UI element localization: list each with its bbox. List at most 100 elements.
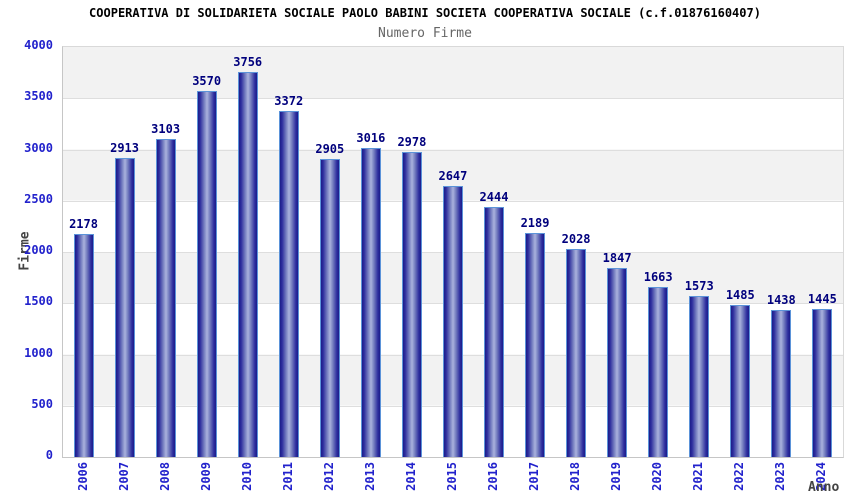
bar-2011[interactable] [278,111,299,457]
bar-2012[interactable] [319,159,340,457]
y-tick-label: 1000 [24,345,53,360]
x-tick-label: 2012 [321,462,336,491]
bar-2023[interactable] [771,309,792,457]
x-tick-label: 2022 [732,462,747,491]
y-tick-label: 2000 [24,243,53,257]
x-tick-cell: 2017 [514,462,555,491]
x-tick-cell: 2014 [390,462,431,491]
x-tick-cell: 2018 [555,462,596,491]
bar-value-label: 2978 [397,134,427,149]
bar-2007[interactable] [114,158,135,457]
y-tick-label: 500 [31,396,53,411]
bar-value-label: 2178 [69,216,98,231]
bar-value-label: 1485 [725,287,755,302]
bar-value-label: 1445 [807,291,837,306]
x-tick-cell: 2010 [226,462,267,491]
bar-group: 1485 [720,47,761,457]
bar-group: 3756 [227,47,268,457]
bar-value-label: 2647 [438,168,468,183]
bar-2015[interactable] [442,185,463,457]
bar-value-label: 1438 [766,292,796,307]
bar-2010[interactable] [237,72,258,457]
x-tick-label: 2016 [485,462,500,491]
bar-value-label: 3103 [151,121,181,136]
bar-2009[interactable] [196,91,217,457]
x-tick-label: 2018 [568,462,583,491]
x-tick-cell: 2023 [760,462,801,491]
bar-group: 2189 [515,47,556,457]
x-tick-label: 2023 [773,462,788,491]
bar-2022[interactable] [730,304,751,457]
x-tick-cell: 2016 [472,462,513,491]
bar-2024[interactable] [812,308,833,457]
x-tick-cell: 2019 [596,462,637,491]
bar-value-label: 2913 [110,141,140,156]
bar-2017[interactable] [525,232,546,457]
bar-group: 2913 [104,47,145,457]
chart-subtitle: Numero Firme [378,26,472,41]
bar-2013[interactable] [360,147,381,457]
bar-value-label: 1847 [602,250,632,265]
x-tick-cell: 2007 [103,462,144,491]
bar-group: 1445 [802,47,843,457]
chart-title: COOPERATIVA DI SOLIDARIETA SOCIALE PAOLO… [89,6,761,20]
x-tick-cell: 2022 [719,462,760,491]
bar-group: 2444 [473,47,514,457]
x-tick-cell: 2013 [349,462,390,491]
bar-2019[interactable] [607,267,628,457]
bar-group: 3372 [268,47,309,457]
bar-2021[interactable] [689,295,710,457]
x-tick-cell: 2006 [62,462,103,491]
bar-group: 1438 [761,47,802,457]
bar-group: 2028 [556,47,597,457]
bar-group: 3016 [350,47,391,457]
x-axis-title: Anno [808,480,840,495]
bar-group: 1663 [638,47,679,457]
bar-value-label: 1663 [643,269,673,284]
x-tick-label: 2017 [527,462,542,491]
bar-group: 3570 [186,47,227,457]
bar-value-label: 2905 [315,142,345,157]
bar-2006[interactable] [73,233,94,457]
y-tick-label: 3500 [24,89,53,104]
bars-container: 2178 2913 3103 3570 3756 3372 2905 3016 2978 2647… [63,47,843,457]
x-tick-cell: 2011 [267,462,308,491]
x-tick-label: 2014 [403,462,418,491]
x-tick-label: 2015 [444,462,459,491]
x-tick-label: 2008 [157,462,172,491]
y-tick-label: 0 [45,448,53,462]
x-tick-label: 2020 [650,462,665,491]
bar-2016[interactable] [483,206,504,457]
x-tick-cell: 2009 [185,462,226,491]
y-tick-label: 2500 [24,191,53,206]
x-tick-label: 2013 [362,462,377,491]
x-tick-cell: 2012 [308,462,349,491]
bar-group: 3103 [145,47,186,457]
bar-group: 2178 [63,47,104,457]
bar-2008[interactable] [155,138,176,457]
bar-value-label: 3756 [233,55,263,70]
x-tick-cell: 2021 [678,462,719,491]
bar-group: 2647 [432,47,473,457]
bar-2018[interactable] [566,249,587,457]
bar-2020[interactable] [648,286,669,457]
bar-value-label: 3016 [356,130,386,145]
plot-area: 2178 2913 3103 3570 3756 3372 2905 3016 2978 2647… [62,46,844,458]
y-tick-label: 3000 [24,140,53,155]
bar-value-label: 3372 [274,94,304,109]
x-tick-label: 2006 [75,462,90,491]
x-tick-label: 2021 [691,462,706,491]
x-tick-label: 2007 [116,462,131,491]
bar-2014[interactable] [401,151,422,457]
x-axis-tick-labels: 2006 2007 2008 2009 2010 2011 2012 2013 2014 2015… [62,462,842,491]
x-tick-label: 2019 [609,462,624,491]
gridline [63,149,843,151]
x-tick-label: 2011 [280,462,295,491]
y-tick-label: 4000 [24,38,53,52]
x-tick-cell: 2008 [144,462,185,491]
gridline [63,98,843,100]
x-tick-label: 2010 [239,462,254,491]
x-tick-cell: 2015 [431,462,472,491]
bar-value-label: 3570 [192,74,222,89]
